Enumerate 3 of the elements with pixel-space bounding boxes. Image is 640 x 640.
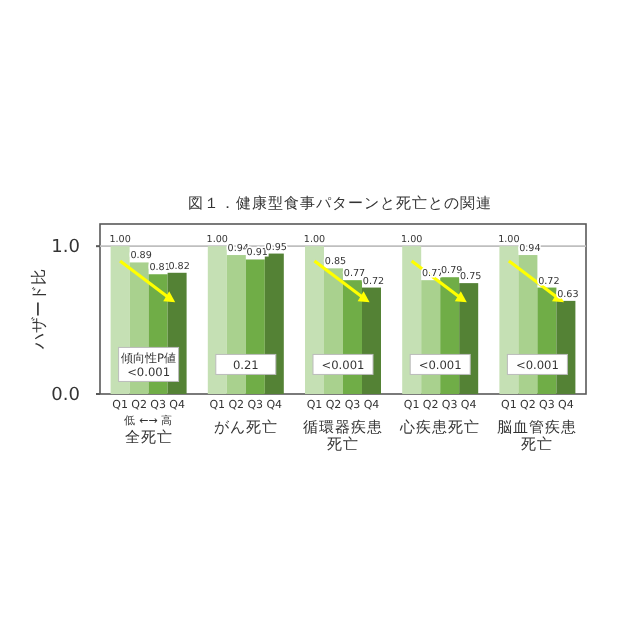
y-axis-title: ハザード比 (30, 269, 48, 351)
y-tick-label: 0.0 (51, 386, 81, 406)
y-tick-label: 1.0 (51, 238, 81, 259)
